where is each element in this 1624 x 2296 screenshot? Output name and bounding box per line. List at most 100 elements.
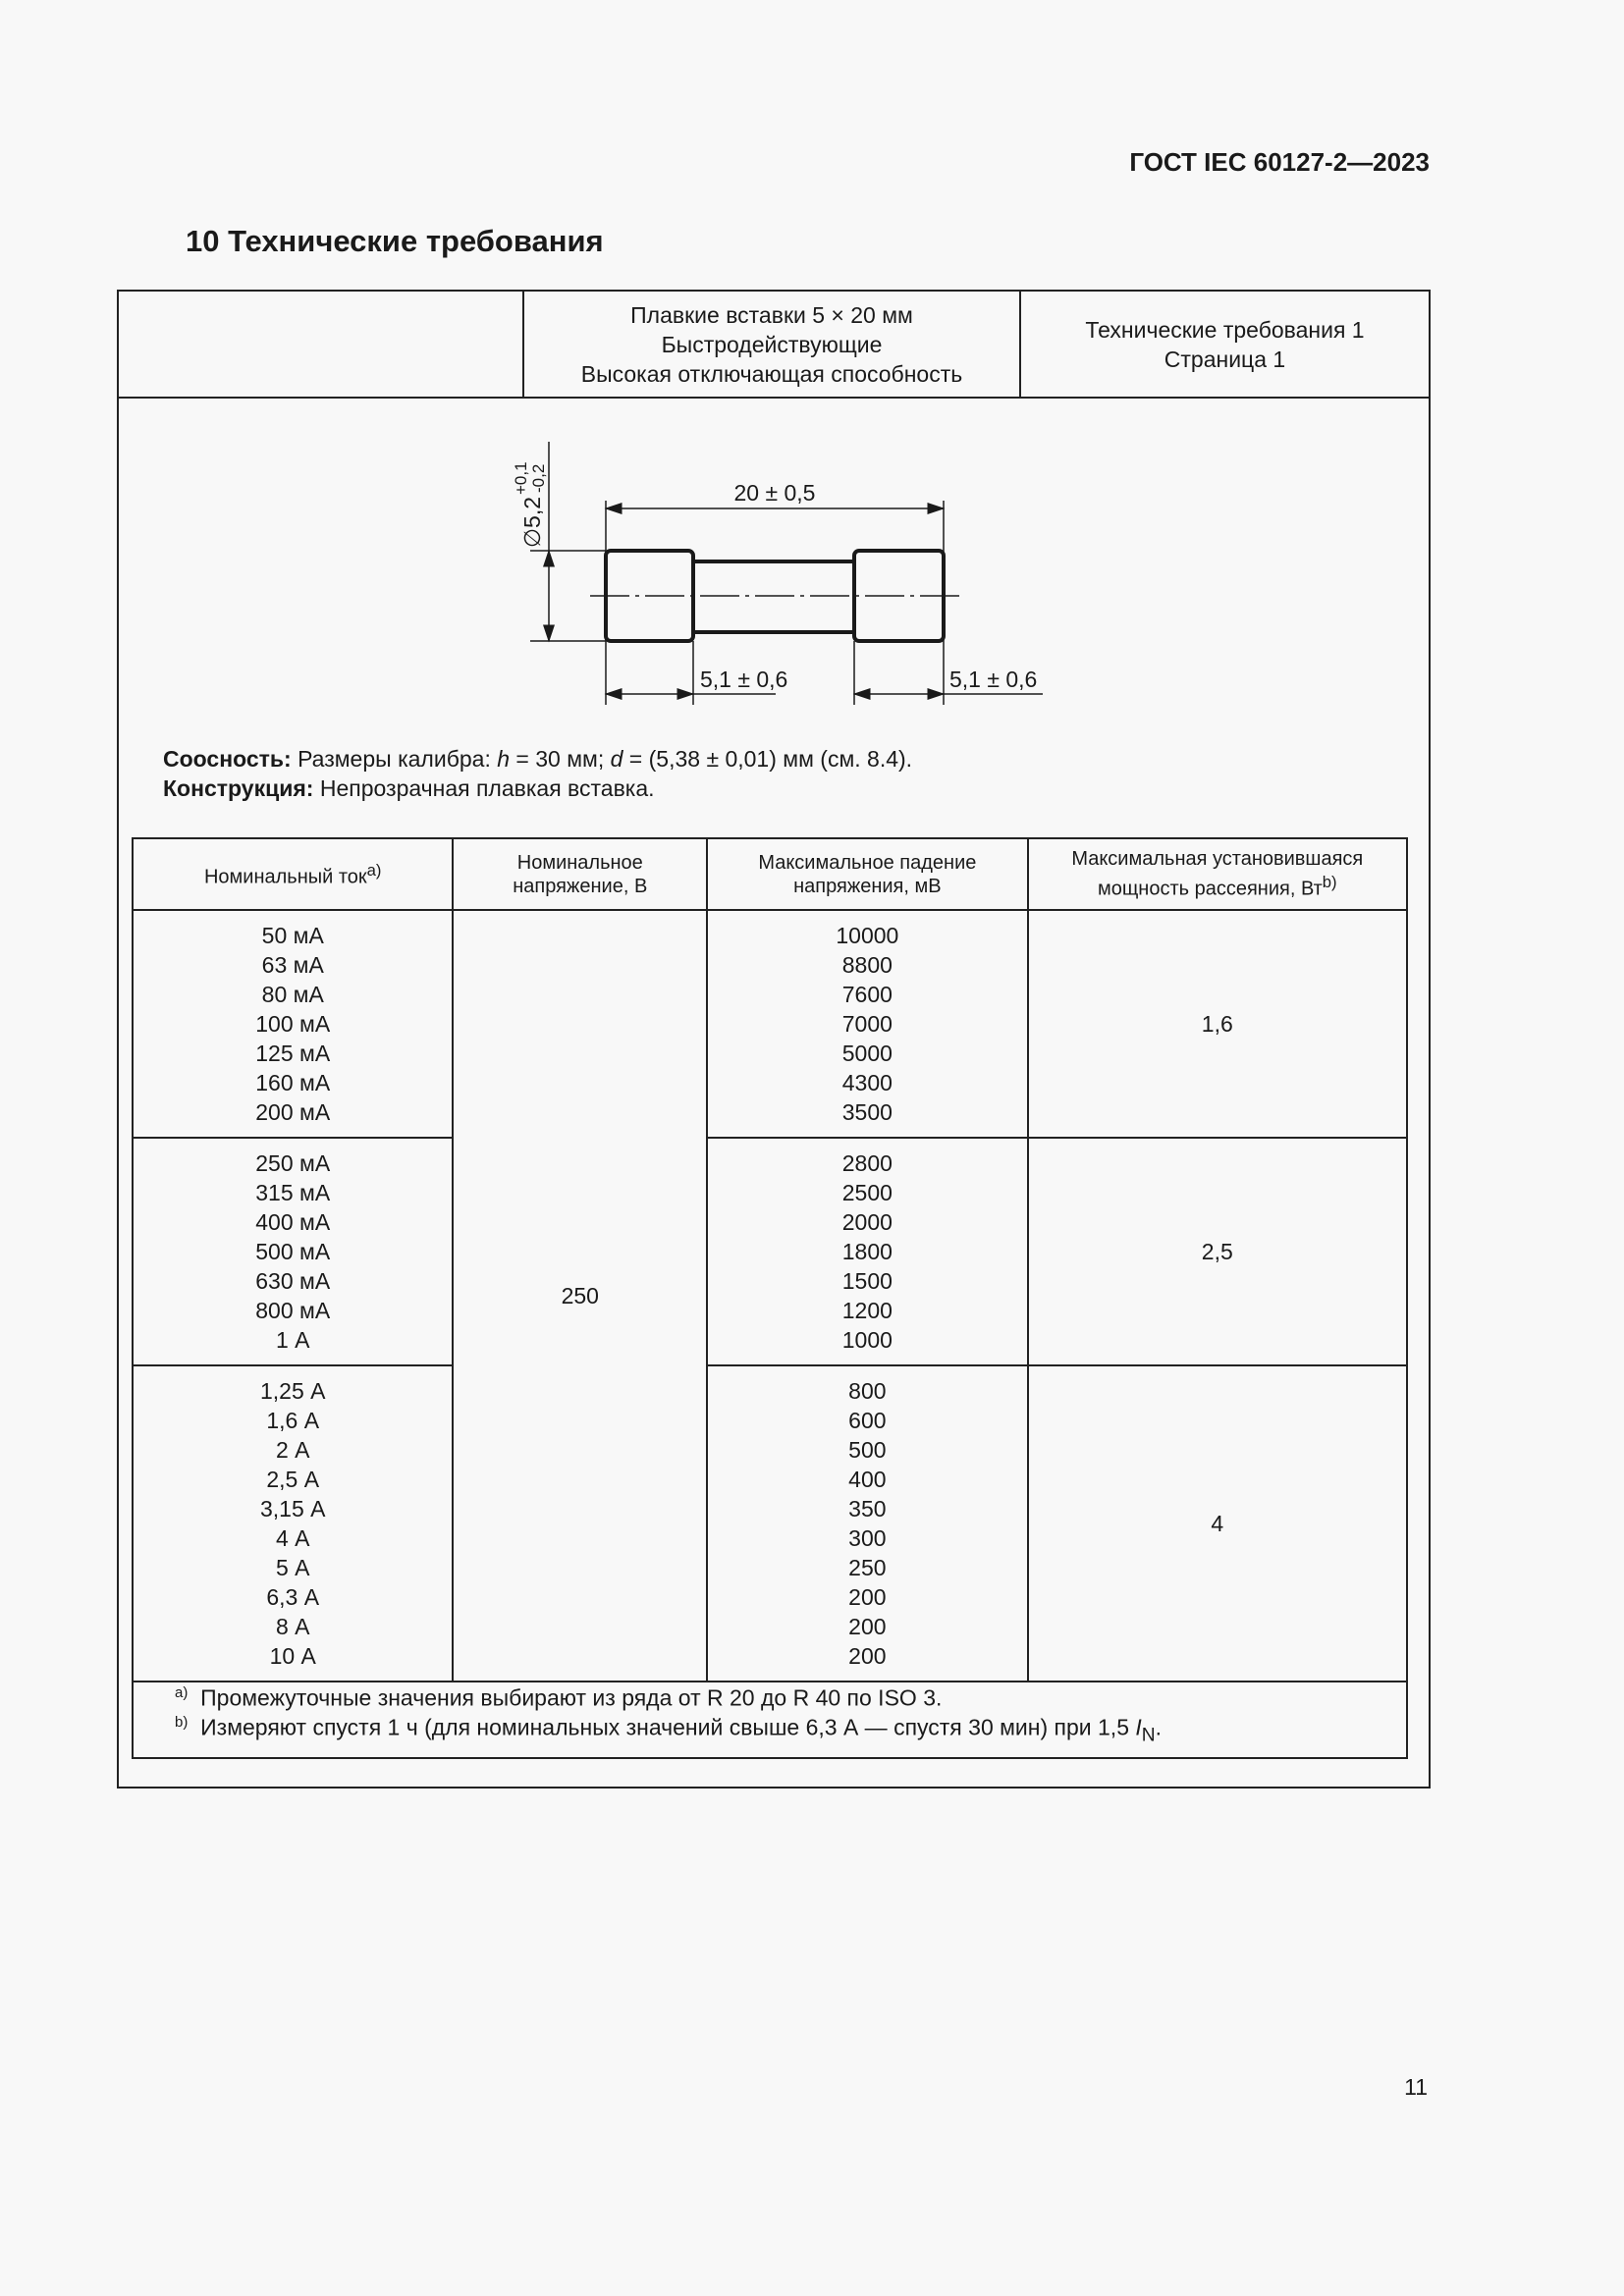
max-voltage-drop: 500 [848,1437,887,1463]
rated-current: 100 мА [255,1011,331,1037]
rated-voltage: 250 [452,909,709,1682]
max-voltage-drop-cell: 2800 2500 2000 1800 1500 1200 1000 [706,1137,1029,1366]
coaxiality-note: Соосность: Размеры калибра: h = 30 мм; d… [163,746,912,773]
rated-current: 125 мА [255,1041,331,1066]
rated-current: 2,5 А [266,1467,320,1492]
rated-current: 80 мА [261,982,324,1007]
var-h: h [497,746,511,772]
rated-current: 2 А [275,1437,310,1463]
rated-current: 630 мА [255,1268,331,1294]
footnote-b: b) Измеряют спустя 1 ч (для номинальных … [175,1714,1163,1746]
max-voltage-drop: 10000 [836,923,899,948]
max-voltage-drop: 8800 [841,952,893,978]
sheet-name: Технические требования 1 [1085,316,1365,343]
rated-current: 250 мА [255,1150,331,1176]
header-current: Номинальный токa) [131,837,455,911]
max-voltage-drop: 7000 [841,1011,893,1037]
rated-current: 50 мА [261,923,324,948]
rated-current: 1,6 А [266,1408,320,1433]
sheet-header-page: Технические требования 1 Страница 1 [1021,292,1429,397]
product-line: Плавкие вставки 5 × 20 мм [630,301,913,328]
rated-current: 3,15 А [259,1496,326,1522]
rated-current: 200 мА [255,1099,331,1125]
max-voltage-drop: 7600 [841,982,893,1007]
fuse-dimension-drawing: 20 ± 0,5 5,1 ± 0,6 5,1 ± 0,6 ∅5,2 +0,1 -… [512,442,1043,705]
rated-current: 500 мА [255,1239,331,1264]
document-code: ГОСТ IEC 60127-2—2023 [1129,147,1430,177]
table-row-group: 50 мА 63 мА 80 мА 100 мА 125 мА 160 мА 200 мА 2… [131,909,1409,1682]
rated-current-cell: 1,25 А 1,6 А 2 А 2,5 А 3,15 А 4 А 5 А 6,3 А 8 А 1… [131,1364,455,1682]
sheet-page: Страница 1 [1164,346,1286,372]
max-voltage-drop: 400 [848,1467,887,1492]
max-voltage-drop: 800 [848,1378,887,1404]
left-cap-dimension: 5,1 ± 0,6 [700,667,787,692]
footnote-a: a) Промежуточные значения выбирают из ря… [175,1684,943,1711]
rated-current: 5 А [275,1555,310,1580]
ratings-table: Номинальный токa) Номинальное напряжение,… [131,837,1409,1759]
max-voltage-drop: 1000 [841,1327,893,1353]
max-voltage-drop: 350 [848,1496,887,1522]
max-voltage-drop: 200 [848,1614,887,1639]
max-voltage-drop: 250 [848,1555,887,1580]
sheet-header-product: Плавкие вставки 5 × 20 мм Быстродействую… [524,292,1021,397]
rated-current: 1,25 А [259,1378,326,1404]
max-voltage-drop: 600 [848,1408,887,1433]
rated-current: 10 А [269,1643,316,1669]
note-text: = 30 мм; [510,746,611,772]
note-label: Конструкция: [163,775,314,801]
max-voltage-drop: 300 [848,1525,887,1551]
diameter-tolerance-upper: +0,1 [512,461,530,495]
max-voltage-drop: 2800 [841,1150,893,1176]
rated-current: 63 мА [261,952,324,978]
construction-note: Конструкция: Непрозрачная плавкая вставк… [163,775,655,802]
diameter-tolerance-lower: -0,2 [529,464,548,493]
max-power-dissipation: 4 [1026,1364,1409,1682]
product-line: Высокая отключающая способность [580,360,963,387]
max-power-dissipation: 2,5 [1026,1137,1409,1366]
header-voltage: Номинальное напряжение, В [452,837,709,911]
rated-current: 8 А [275,1614,310,1639]
note-text: = (5,38 ± 0,01) мм (см. 8.4). [623,746,913,772]
page-number: 11 [1404,2074,1428,2100]
max-voltage-drop: 2500 [841,1180,893,1205]
header-power: Максимальная установившаяся мощность расс… [1026,837,1409,911]
max-voltage-drop: 5000 [841,1041,893,1066]
table-header-row: Номинальный токa) Номинальное напряжение,… [131,837,1409,911]
note-text: Непрозрачная плавкая вставка. [313,775,655,801]
sheet-header: Плавкие вставки 5 × 20 мм Быстродействую… [119,292,1429,399]
right-cap-dimension: 5,1 ± 0,6 [949,667,1037,692]
rated-current: 6,3 А [266,1584,320,1610]
sheet-header-blank [119,292,524,397]
product-line: Быстродействующие [661,331,883,357]
length-dimension: 20 ± 0,5 [734,480,816,506]
max-power-dissipation: 1,6 [1026,909,1409,1139]
max-voltage-drop-cell: 10000 8800 7600 7000 5000 4300 3500 [706,909,1029,1139]
section-title: 10 Технические требования [186,224,604,258]
footnote-row [132,1681,1408,1759]
diameter-dimension: ∅5,2 [519,497,545,548]
rated-current: 160 мА [255,1070,331,1095]
max-voltage-drop: 1500 [841,1268,893,1294]
rated-current: 4 А [275,1525,310,1551]
rated-current: 315 мА [255,1180,331,1205]
rated-current-cell: 250 мА 315 мА 400 мА 500 мА 630 мА 800 мА 1 А [131,1137,455,1366]
rated-current: 800 мА [255,1298,331,1323]
sheet-frame: Плавкие вставки 5 × 20 мм Быстродействую… [117,290,1431,1789]
note-label: Соосность: [163,746,292,772]
note-text: Размеры калибра: [291,746,498,772]
rated-current: 400 мА [255,1209,331,1235]
max-voltage-drop-cell: 800 600 500 400 350 300 250 200 200 200 [706,1364,1029,1682]
max-voltage-drop: 200 [848,1584,887,1610]
max-voltage-drop: 200 [848,1643,887,1669]
var-d: d [610,746,623,772]
rated-current-cell: 50 мА 63 мА 80 мА 100 мА 125 мА 160 мА 200 мА [131,909,455,1139]
max-voltage-drop: 4300 [841,1070,893,1095]
max-voltage-drop: 1800 [841,1239,893,1264]
max-voltage-drop: 1200 [841,1298,893,1323]
header-voltage-drop: Максимальное падение напряжения, мВ [706,837,1029,911]
max-voltage-drop: 3500 [841,1099,893,1125]
rated-current: 1 А [275,1327,310,1353]
table-row-group: 1,25 А 1,6 А 2 А 2,5 А 3,15 А 4 А 5 А 6,3 А 8 А 1… [131,1364,1409,1682]
max-voltage-drop: 2000 [841,1209,893,1235]
